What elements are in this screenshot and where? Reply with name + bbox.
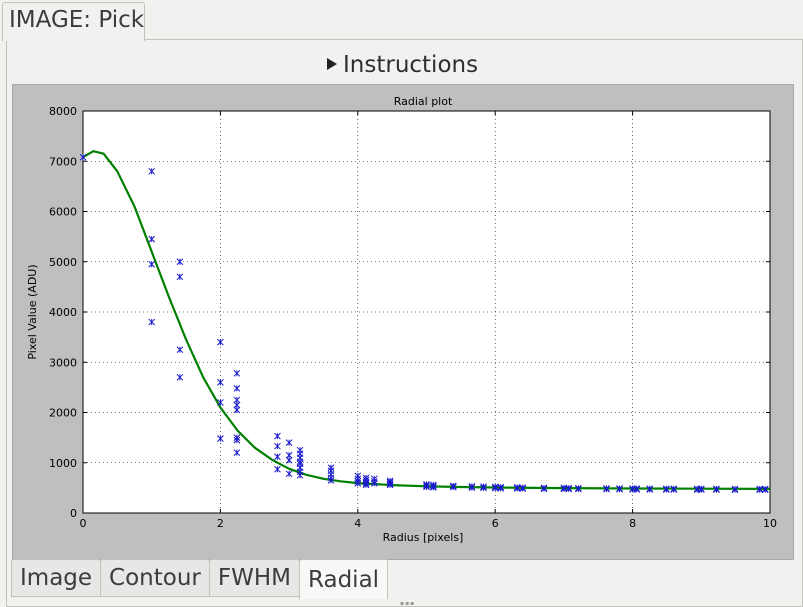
data-point: [217, 338, 224, 346]
chart-title: Radial plot: [394, 95, 453, 108]
y-tick-label: 4000: [49, 306, 77, 319]
data-point: [633, 486, 641, 493]
data-point: [233, 396, 241, 404]
y-tick-label: 2000: [49, 407, 77, 420]
image-pick-panel: Instructions Radial plot 0 2 4 6 8 10 0 1000 200…: [6, 39, 803, 607]
tab-image[interactable]: Image: [11, 559, 102, 597]
data-point: [491, 484, 499, 492]
data-point: [217, 435, 224, 442]
data-point: [670, 486, 678, 493]
tab-radial[interactable]: Radial: [299, 559, 389, 599]
data-point: [274, 442, 281, 450]
data-point: [362, 481, 370, 489]
data-point: [148, 235, 156, 243]
instructions-expander[interactable]: Instructions: [327, 50, 478, 80]
data-point: [274, 432, 281, 440]
data-point: [176, 258, 184, 266]
x-tick-label: 8: [629, 517, 636, 530]
data-point: [574, 485, 582, 493]
x-tick-label: 2: [217, 517, 224, 530]
data-point: [540, 485, 548, 493]
fit-line: [82, 150, 771, 490]
bottom-tab-bar: Image Contour FWHM Radial: [11, 559, 389, 599]
data-point: [233, 436, 241, 444]
data-point: [354, 479, 362, 487]
data-point: [731, 486, 739, 494]
instructions-label: Instructions: [343, 52, 479, 78]
data-point: [497, 485, 505, 492]
y-tick-label: 5000: [49, 256, 77, 269]
data-point: [176, 373, 184, 381]
data-point: [519, 485, 527, 492]
data-point: [662, 486, 670, 493]
x-tick-label: 6: [492, 517, 499, 530]
y-tick-label: 1000: [49, 457, 77, 470]
data-point: [616, 485, 623, 493]
data-point: [697, 486, 705, 494]
tab-contour-label: Contour: [109, 565, 201, 591]
data-point: [713, 486, 720, 494]
data-point: [274, 453, 281, 461]
data-point: [274, 465, 281, 473]
grid: [83, 111, 770, 513]
tab-fwhm[interactable]: FWHM: [208, 559, 301, 597]
data-point: [386, 481, 394, 489]
x-tick-label: 4: [354, 517, 361, 530]
data-point: [148, 260, 156, 268]
data-point: [449, 483, 457, 491]
data-point: [285, 470, 293, 478]
y-tick-label: 7000: [49, 155, 77, 168]
radial-plot-figure: Radial plot 0 2 4 6 8 10 0 1000 2000 3000 4000 5000…: [12, 84, 794, 560]
expand-triangle-icon: [327, 58, 337, 70]
data-point: [233, 401, 241, 409]
data-point: [285, 451, 293, 459]
y-axis-label: Pixel Value (ADU): [26, 264, 39, 359]
data-point: [176, 273, 184, 281]
data-point: [176, 346, 184, 354]
data-point: [148, 167, 156, 175]
resize-grip-icon[interactable]: ▪▪▪: [400, 600, 416, 607]
y-tick-label: 3000: [49, 356, 77, 369]
x-tick-label: 0: [80, 517, 87, 530]
data-point: [565, 485, 573, 493]
data-point: [148, 318, 156, 326]
tab-fwhm-label: FWHM: [217, 565, 292, 591]
axis-ticks: 0 2 4 6 8 10 0 1000 2000 3000 4000 5000 6000 7000 8000: [49, 105, 777, 530]
data-point: [285, 456, 293, 464]
tab-contour[interactable]: Contour: [100, 559, 210, 597]
data-point: [79, 153, 87, 161]
data-point: [761, 486, 769, 494]
data-point: [233, 385, 241, 392]
tab-image-pick[interactable]: IMAGE: Pick: [2, 2, 145, 41]
data-point: [430, 484, 437, 491]
tab-image-pick-label: IMAGE: Pick: [9, 7, 145, 33]
data-point: [233, 369, 241, 377]
data-point: [513, 485, 521, 492]
x-tick-label: 10: [763, 517, 777, 530]
data-point: [327, 476, 335, 484]
plot-area: [82, 110, 771, 514]
y-tick-label: 0: [70, 507, 77, 520]
data-point: [217, 378, 224, 386]
y-tick-label: 6000: [49, 206, 77, 219]
data-points-layer: [79, 153, 769, 494]
data-point: [423, 483, 430, 491]
x-axis-label: Radius [pixels]: [383, 531, 464, 544]
data-point: [296, 471, 304, 479]
data-point: [646, 486, 654, 493]
data-point: [233, 406, 241, 414]
data-point: [217, 399, 224, 406]
fit-line-layer: [82, 150, 771, 490]
data-point: [603, 485, 610, 493]
tab-radial-label: Radial: [308, 566, 380, 593]
data-point: [756, 486, 764, 494]
data-point: [285, 439, 293, 447]
data-point: [468, 484, 476, 491]
tab-image-label: Image: [20, 565, 93, 591]
data-point: [370, 479, 378, 487]
data-point: [233, 449, 241, 457]
radial-plot-chart: Radial plot 0 2 4 6 8 10 0 1000 2000 3000 4000 5000…: [26, 95, 777, 544]
y-tick-label: 8000: [49, 105, 77, 118]
data-point: [480, 484, 487, 492]
